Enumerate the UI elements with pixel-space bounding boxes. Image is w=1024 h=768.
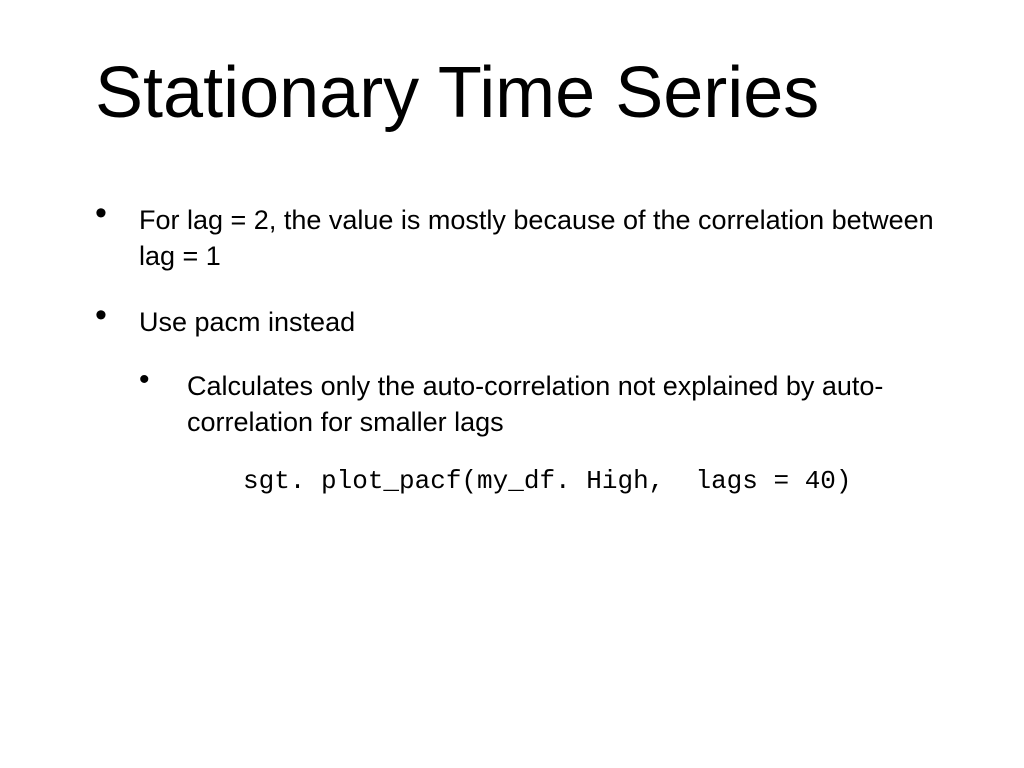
bullet-icon: • <box>95 200 139 226</box>
list-item: • Calculates only the auto-correlation n… <box>139 368 964 440</box>
list-item-text: Calculates only the auto-correlation not… <box>187 368 964 440</box>
list-item-text: For lag = 2, the value is mostly because… <box>139 200 964 274</box>
sub-list: • Calculates only the auto-correlation n… <box>139 368 964 496</box>
list-item: • For lag = 2, the value is mostly becau… <box>95 200 964 274</box>
page-title: Stationary Time Series <box>95 52 819 134</box>
list-item: • Use pacm instead <box>95 302 964 340</box>
slide: Stationary Time Series • For lag = 2, th… <box>0 0 1024 768</box>
bullet-icon: • <box>95 302 139 328</box>
code-line: sgt. plot_pacf(my_df. High, lags = 40) <box>243 466 964 496</box>
bullet-list: • For lag = 2, the value is mostly becau… <box>95 200 964 496</box>
list-item-text: Use pacm instead <box>139 302 355 340</box>
bullet-icon: • <box>139 368 187 392</box>
